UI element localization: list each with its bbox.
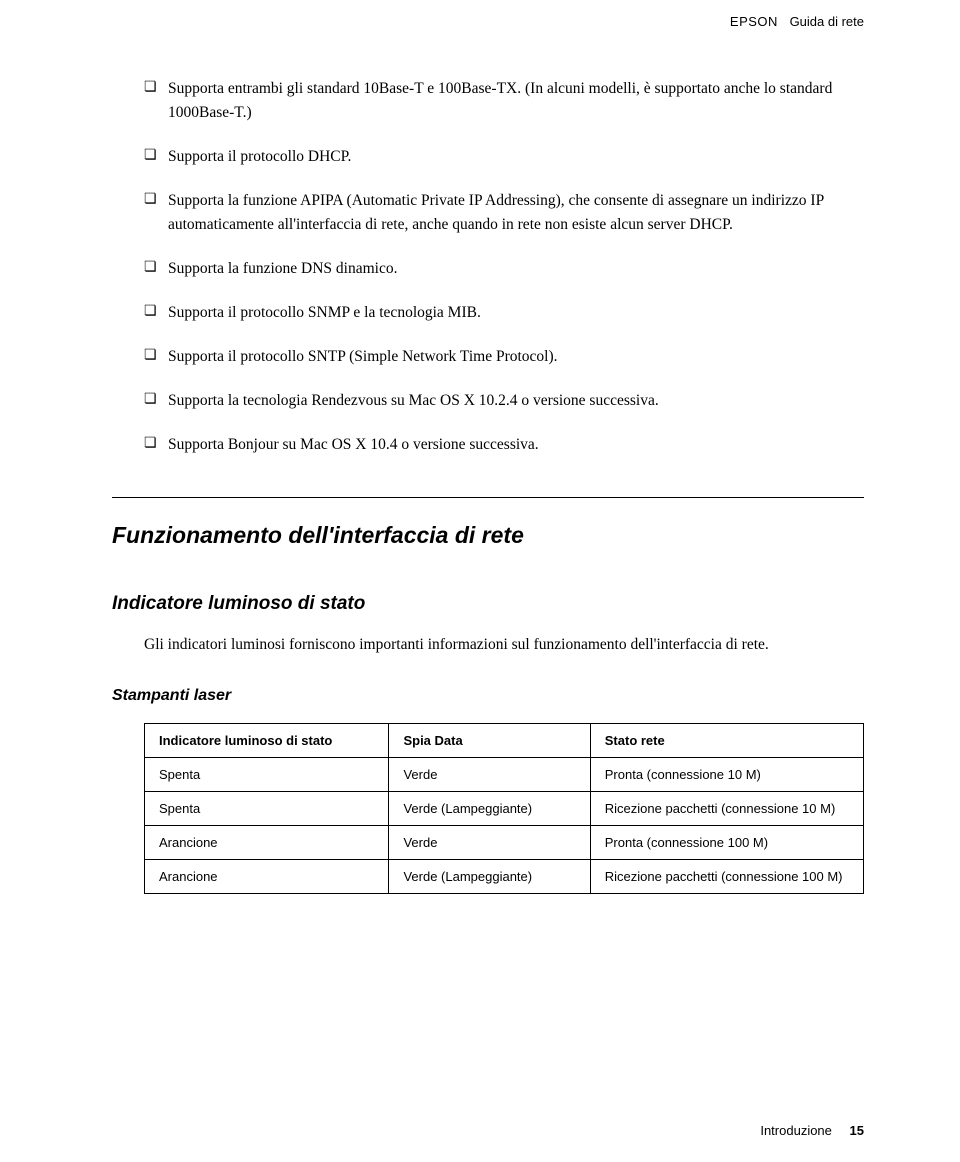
table-row: Arancione Verde Pronta (connessione 100 … xyxy=(145,826,864,860)
table-cell: Spenta xyxy=(145,792,389,826)
guide-title: Guida di rete xyxy=(790,14,864,29)
table-row: Arancione Verde (Lampeggiante) Ricezione… xyxy=(145,860,864,894)
table-row: Spenta Verde (Lampeggiante) Ricezione pa… xyxy=(145,792,864,826)
table-cell: Ricezione pacchetti (connessione 100 M) xyxy=(590,860,863,894)
table-cell: Spenta xyxy=(145,758,389,792)
table-cell: Verde xyxy=(389,758,590,792)
status-table: Indicatore luminoso di stato Spia Data S… xyxy=(144,723,864,894)
brand-name: EPSON xyxy=(730,14,778,29)
table-cell: Verde xyxy=(389,826,590,860)
subsection-body: Gli indicatori luminosi forniscono impor… xyxy=(112,633,864,657)
page-footer: Introduzione 15 xyxy=(760,1123,864,1138)
feature-list: Supporta entrambi gli standard 10Base-T … xyxy=(112,77,864,457)
list-item: Supporta entrambi gli standard 10Base-T … xyxy=(144,77,864,125)
table-header-row: Indicatore luminoso di stato Spia Data S… xyxy=(145,724,864,758)
table-cell: Pronta (connessione 10 M) xyxy=(590,758,863,792)
list-item: Supporta il protocollo DHCP. xyxy=(144,145,864,169)
table-header-cell: Indicatore luminoso di stato xyxy=(145,724,389,758)
list-item: Supporta la funzione DNS dinamico. xyxy=(144,257,864,281)
footer-section-name: Introduzione xyxy=(760,1123,832,1138)
subsub-heading: Stampanti laser xyxy=(112,687,864,705)
list-item: Supporta la funzione APIPA (Automatic Pr… xyxy=(144,189,864,237)
footer-page-number: 15 xyxy=(850,1123,864,1138)
table-cell: Arancione xyxy=(145,860,389,894)
table-cell: Verde (Lampeggiante) xyxy=(389,792,590,826)
table-cell: Verde (Lampeggiante) xyxy=(389,860,590,894)
list-item: Supporta il protocollo SNTP (Simple Netw… xyxy=(144,345,864,369)
list-item: Supporta la tecnologia Rendezvous su Mac… xyxy=(144,389,864,413)
table-cell: Pronta (connessione 100 M) xyxy=(590,826,863,860)
subsection-heading: Indicatore luminoso di stato xyxy=(112,593,864,615)
table-header-cell: Stato rete xyxy=(590,724,863,758)
list-item: Supporta Bonjour su Mac OS X 10.4 o vers… xyxy=(144,433,864,457)
section-heading: Funzionamento dell'interfaccia di rete xyxy=(112,522,864,549)
section-divider xyxy=(112,497,864,498)
table-header-cell: Spia Data xyxy=(389,724,590,758)
table-cell: Arancione xyxy=(145,826,389,860)
list-item: Supporta il protocollo SNMP e la tecnolo… xyxy=(144,301,864,325)
running-header: EPSON Guida di rete xyxy=(112,14,864,29)
table-row: Spenta Verde Pronta (connessione 10 M) xyxy=(145,758,864,792)
table-cell: Ricezione pacchetti (connessione 10 M) xyxy=(590,792,863,826)
